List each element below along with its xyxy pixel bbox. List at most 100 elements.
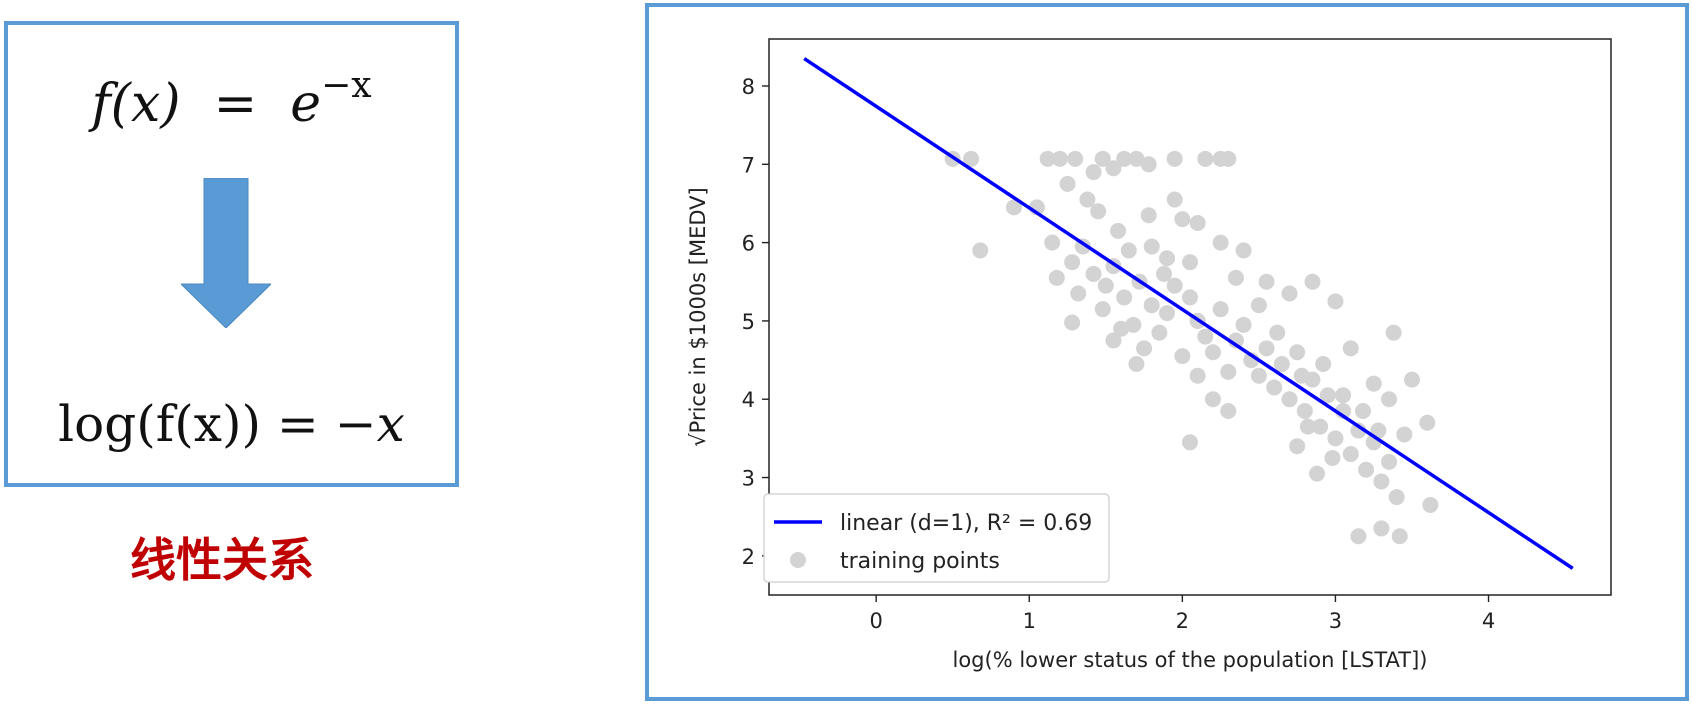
training-point xyxy=(1044,234,1061,251)
training-point xyxy=(1197,328,1214,345)
training-point xyxy=(1094,150,1111,167)
y-tick-label: 8 xyxy=(742,75,755,99)
training-point xyxy=(1090,203,1107,220)
formula-top-equals: = xyxy=(213,74,258,134)
training-point xyxy=(1385,324,1402,341)
training-point xyxy=(1266,379,1283,396)
training-point xyxy=(1212,301,1229,318)
formula-bottom-lhs: log(f(x)) xyxy=(58,395,262,453)
training-point xyxy=(1110,222,1127,239)
training-point xyxy=(1159,250,1176,267)
training-point xyxy=(1116,150,1133,167)
scatter-chart: 0 1 2 3 4 2 3 4 5 6 7 8 log(% lower status of the … xyxy=(686,38,1612,672)
training-point xyxy=(1358,461,1375,478)
training-point xyxy=(1220,150,1237,167)
training-point xyxy=(1125,316,1142,333)
training-point xyxy=(1204,344,1221,361)
training-point xyxy=(1116,289,1133,306)
legend-point-swatch xyxy=(790,552,806,568)
training-point xyxy=(1304,273,1321,290)
training-point xyxy=(1128,150,1145,167)
legend-line-label: linear (d=1), R² = 0.69 xyxy=(840,511,1092,536)
training-point xyxy=(1182,289,1198,306)
training-point xyxy=(1281,285,1298,302)
training-point xyxy=(1388,489,1405,506)
training-point xyxy=(1120,242,1137,259)
training-point xyxy=(1204,391,1221,408)
training-point xyxy=(1094,301,1111,318)
training-point xyxy=(1381,391,1398,408)
legend-points-label: training points xyxy=(840,549,1000,574)
training-point xyxy=(1151,324,1168,341)
training-point xyxy=(1079,191,1096,208)
training-point xyxy=(1189,215,1206,232)
training-point xyxy=(1070,285,1087,302)
training-point xyxy=(1067,150,1084,167)
training-point xyxy=(1269,324,1286,341)
y-ticks: 2 3 4 5 6 7 8 xyxy=(742,75,769,569)
training-point xyxy=(1085,265,1102,282)
formula-top-lhs: f(x) xyxy=(91,74,181,134)
y-tick-label: 7 xyxy=(742,153,755,177)
training-point xyxy=(1324,449,1341,466)
training-point xyxy=(1350,422,1367,439)
chart-box: 0 1 2 3 4 2 3 4 5 6 7 8 log(% lower status of the … xyxy=(645,3,1689,701)
legend: linear (d=1), R² = 0.69 training points xyxy=(763,493,1110,583)
training-point xyxy=(1182,254,1198,271)
training-point xyxy=(1327,293,1344,310)
y-tick-label: 4 xyxy=(742,388,755,412)
training-point xyxy=(1220,363,1237,380)
training-point xyxy=(1182,434,1198,451)
training-point xyxy=(1403,371,1420,388)
training-point xyxy=(1235,242,1252,259)
training-point xyxy=(1143,238,1160,255)
formula-bottom-rhs: −x xyxy=(334,395,405,453)
training-point xyxy=(1419,414,1436,431)
training-point xyxy=(1113,320,1130,337)
training-point xyxy=(1365,375,1382,392)
training-point xyxy=(1342,446,1359,463)
training-point xyxy=(1005,199,1022,216)
training-point xyxy=(1342,340,1359,357)
training-point xyxy=(1105,160,1122,177)
training-point xyxy=(1335,387,1352,404)
training-point xyxy=(1128,355,1145,372)
training-point xyxy=(1327,430,1344,447)
training-point xyxy=(1064,314,1081,331)
training-point xyxy=(1315,355,1332,372)
legend-box xyxy=(763,493,1110,583)
y-tick-label: 3 xyxy=(742,467,755,491)
training-point xyxy=(1273,355,1290,372)
x-tick-label: 0 xyxy=(869,609,882,633)
training-point xyxy=(1258,340,1275,357)
training-point xyxy=(1227,332,1244,349)
formula-bottom: log(f(x)) = −x xyxy=(8,395,455,453)
x-axis-label: log(% lower status of the population [LS… xyxy=(953,648,1428,672)
training-point xyxy=(1155,265,1172,282)
training-point xyxy=(1143,297,1160,314)
training-point xyxy=(1289,438,1306,455)
training-point xyxy=(1258,273,1275,290)
training-point xyxy=(1166,277,1183,294)
x-tick-label: 2 xyxy=(1176,609,1189,633)
training-point xyxy=(1220,402,1237,419)
training-point xyxy=(1059,175,1076,192)
x-tick-label: 1 xyxy=(1023,609,1036,633)
training-point xyxy=(1039,150,1056,167)
formula-top-base: e xyxy=(290,74,322,134)
training-point xyxy=(1197,150,1214,167)
training-point xyxy=(1250,297,1267,314)
scatter-points xyxy=(944,150,1439,545)
training-point xyxy=(1319,387,1336,404)
x-tick-label: 3 xyxy=(1329,609,1342,633)
training-point xyxy=(1370,422,1387,439)
y-tick-label: 2 xyxy=(742,545,755,569)
down-arrow-icon xyxy=(179,177,273,332)
training-point xyxy=(1312,418,1329,435)
training-point xyxy=(1097,277,1114,294)
training-point xyxy=(1140,156,1157,173)
plot-frame xyxy=(768,38,1612,596)
training-point xyxy=(1391,528,1408,545)
linear-fit-line xyxy=(803,57,1574,570)
training-point xyxy=(1159,305,1176,322)
